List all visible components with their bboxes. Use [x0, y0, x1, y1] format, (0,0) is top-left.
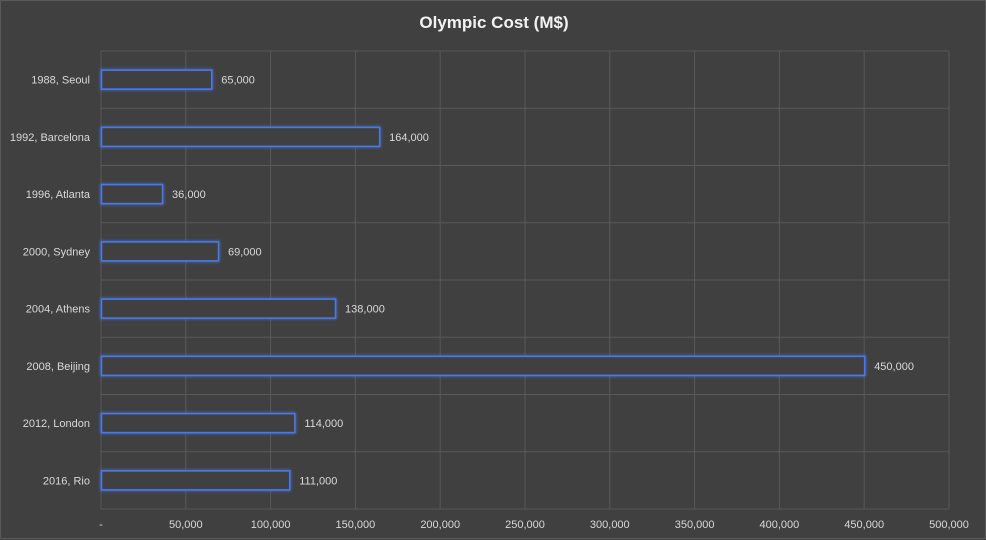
x-tick-label: 50,000 — [169, 519, 203, 531]
data-label: 164,000 — [389, 132, 429, 144]
bar — [100, 241, 220, 262]
bar — [100, 126, 381, 148]
x-tick-label: 400,000 — [760, 519, 800, 531]
data-label: 69,000 — [228, 246, 262, 258]
data-label: 111,000 — [299, 475, 337, 487]
category-label: 2012, London — [23, 418, 90, 430]
category-label: 2016, Rio — [43, 475, 90, 487]
category-label: 2000, Sydney — [23, 246, 91, 258]
bar — [100, 412, 296, 434]
x-tick-label: 500,000 — [929, 519, 969, 531]
x-tick-label: 100,000 — [251, 519, 291, 531]
bars — [100, 69, 866, 491]
x-tick-label: 250,000 — [505, 519, 545, 531]
category-label: 1988, Seoul — [31, 75, 90, 87]
x-tick-label: 450,000 — [844, 519, 884, 531]
category-label: 1996, Atlanta — [26, 189, 91, 201]
category-label: 1992, Barcelona — [10, 132, 91, 144]
labels: - 50,000 100,000 150,000 200,000 250,000 300,0… — [10, 75, 969, 531]
bar — [100, 355, 866, 377]
bar — [100, 183, 164, 205]
category-label: 2008, Beijing — [26, 361, 90, 373]
bar — [100, 470, 291, 491]
chart-title: Olympic Cost (M$) — [419, 13, 569, 32]
x-tick-label: 150,000 — [336, 519, 376, 531]
data-label: 114,000 — [304, 418, 343, 430]
bar — [100, 69, 213, 90]
bar — [100, 298, 337, 319]
data-label: 65,000 — [221, 75, 255, 87]
x-tick-label: 200,000 — [420, 519, 460, 531]
data-label: 36,000 — [172, 189, 206, 201]
x-tick-label: 300,000 — [590, 519, 630, 531]
gridlines — [100, 50, 950, 510]
x-tick-label: - — [99, 519, 103, 531]
data-label: 138,000 — [345, 304, 385, 316]
x-tick-label: 350,000 — [675, 519, 715, 531]
data-label: 450,000 — [874, 361, 914, 373]
category-label: 2004, Athens — [26, 304, 91, 316]
